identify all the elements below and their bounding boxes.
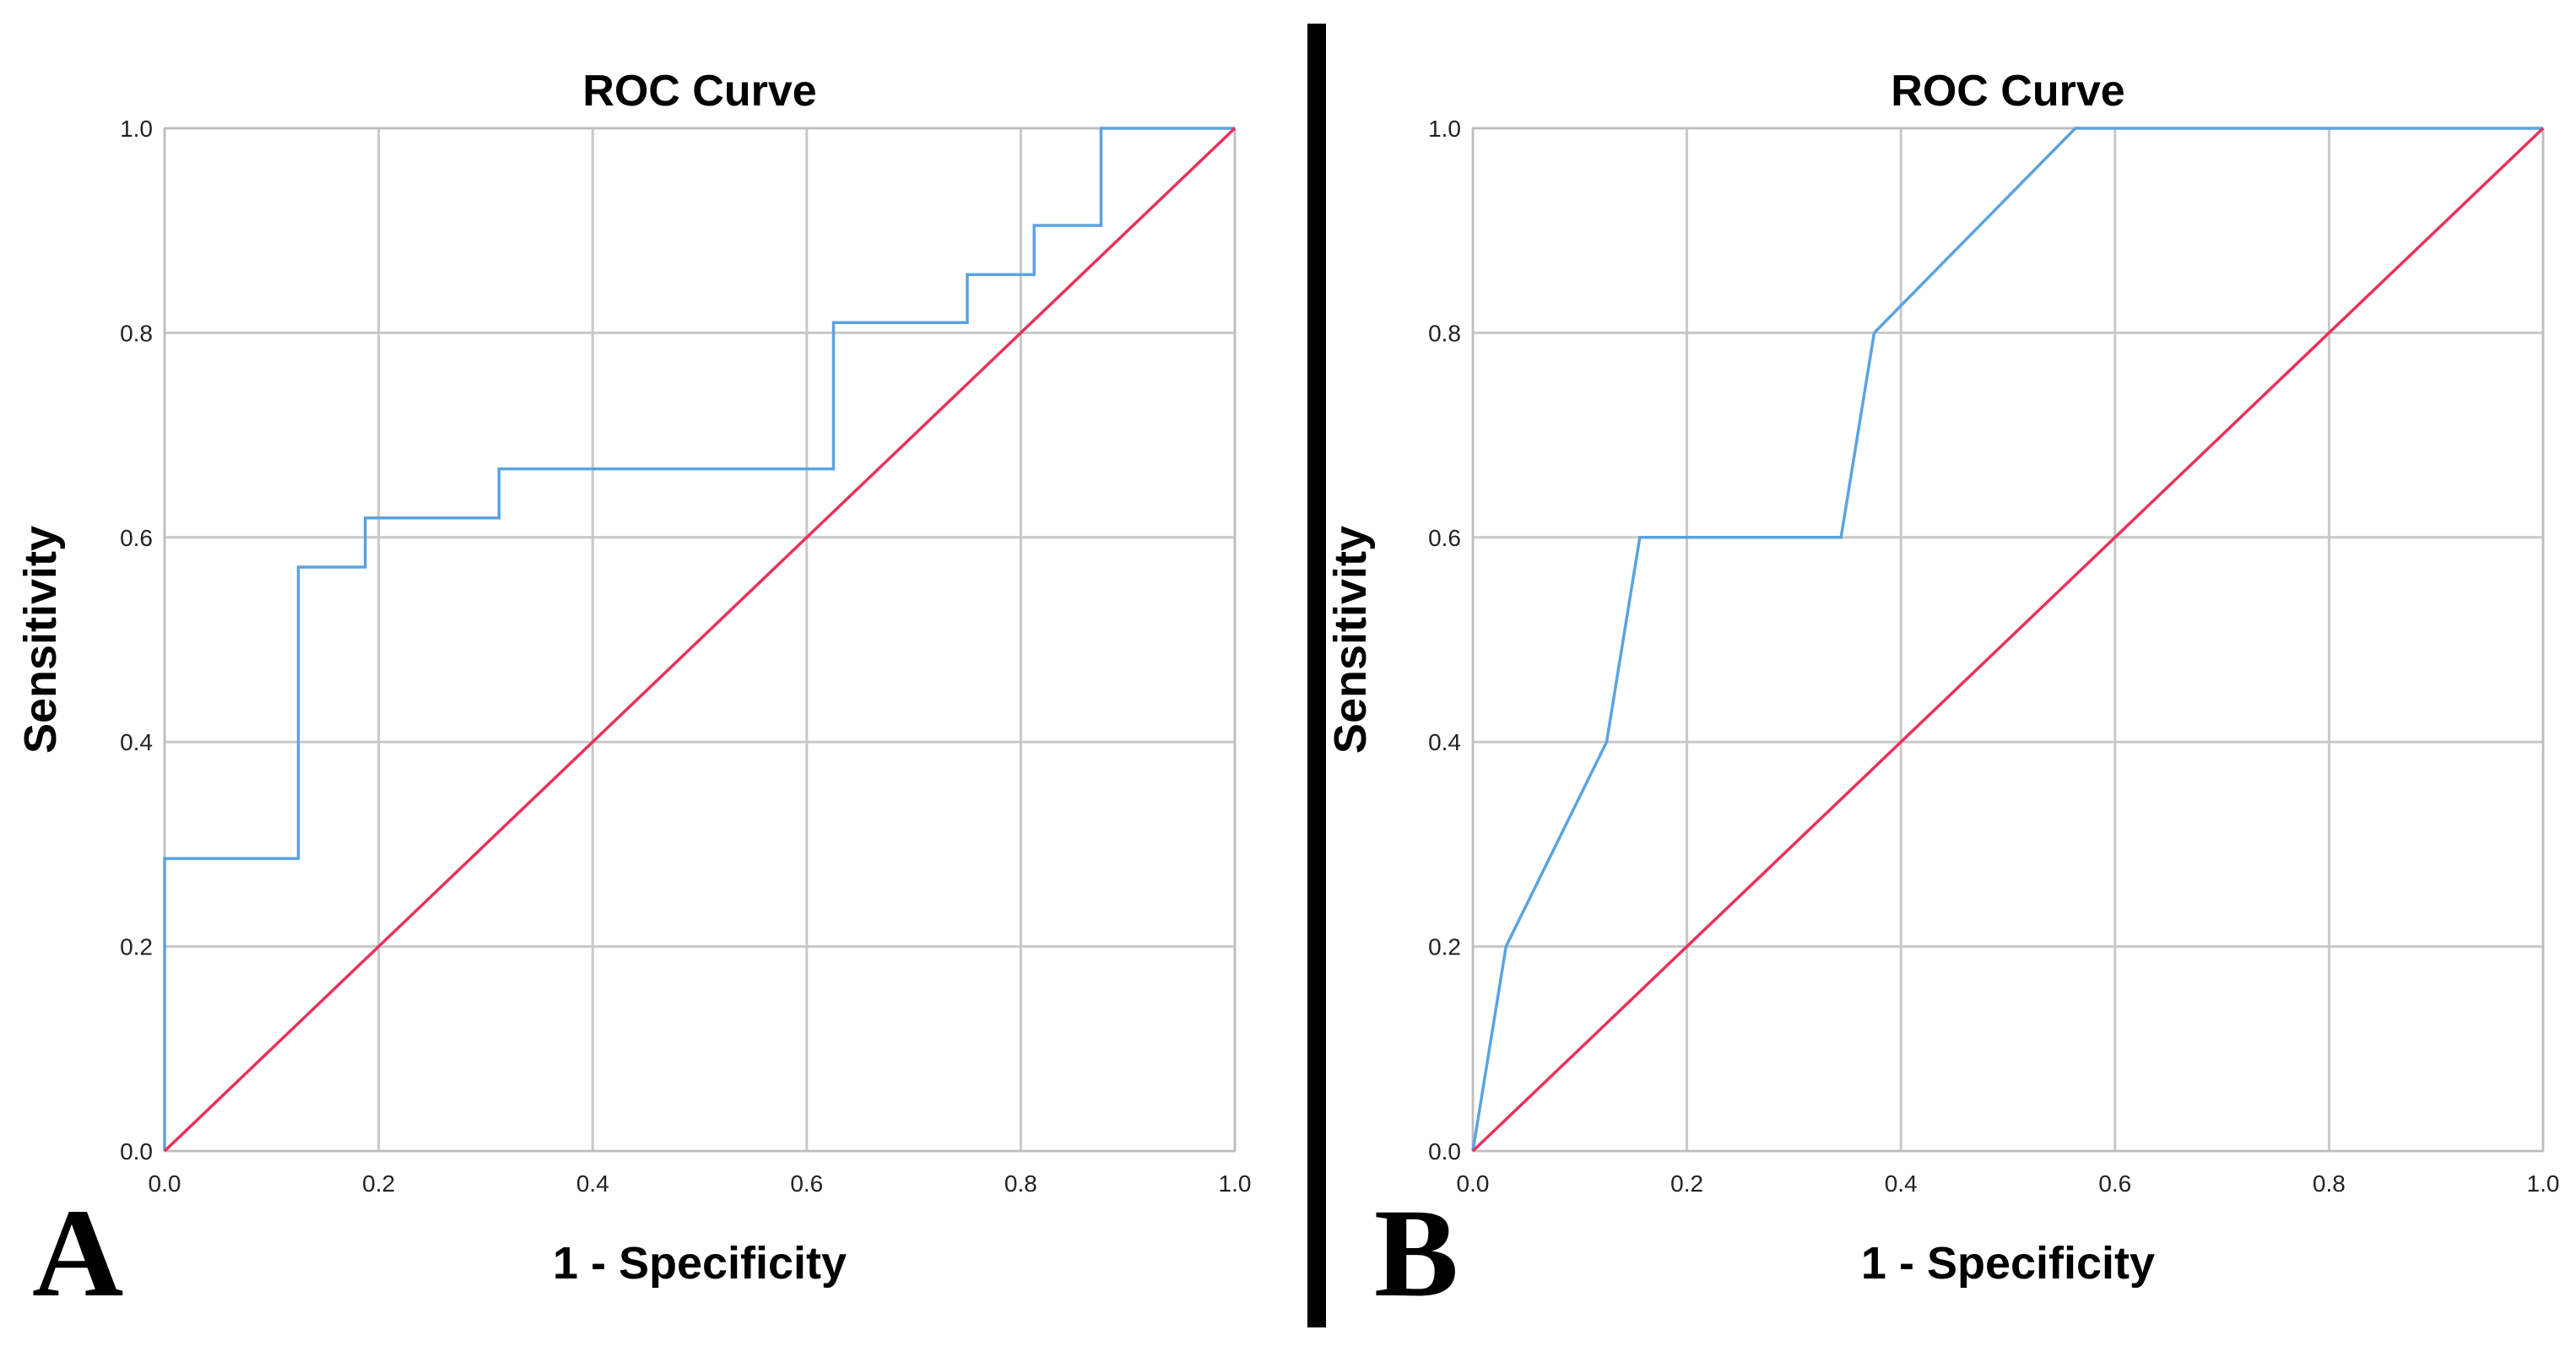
y-tick-label: 0.6 xyxy=(1428,525,1461,551)
x-tick-label: 0.2 xyxy=(362,1170,395,1197)
y-tick-label: 0.8 xyxy=(120,320,153,346)
panel-label-b: B xyxy=(1374,1183,1458,1323)
y-tick-label: 1.0 xyxy=(120,116,153,142)
y-tick-label: 0.4 xyxy=(120,729,153,755)
reference-diagonal-line xyxy=(163,127,1237,1153)
y-axis-label: Sensitivity xyxy=(15,526,66,754)
y-tick-label: 0.4 xyxy=(1428,729,1461,755)
x-tick-label: 0.0 xyxy=(1457,1170,1490,1197)
reference-diagonal-line xyxy=(1471,127,2545,1153)
x-tick-label: 0.6 xyxy=(2098,1170,2131,1197)
plot-frame xyxy=(1472,127,2544,1152)
x-tick-label: 0.8 xyxy=(2313,1170,2346,1197)
x-axis-label: 1 - Specificity xyxy=(1861,1238,2155,1289)
y-axis-label: Sensitivity xyxy=(1325,526,1376,754)
chart-title: ROC Curve xyxy=(582,67,816,116)
y-tick-label: 0.8 xyxy=(1428,320,1461,346)
y-tick-label: 1.0 xyxy=(1428,116,1461,142)
x-tick-label: 0.2 xyxy=(1670,1170,1703,1197)
y-tick-label: 0.0 xyxy=(120,1138,153,1165)
roc-curve-line xyxy=(1471,127,2543,1152)
panel-label-a: A xyxy=(32,1183,123,1323)
x-tick-label: 1.0 xyxy=(2527,1170,2560,1197)
x-axis-label: 1 - Specificity xyxy=(553,1238,847,1289)
x-tick-label: 0.0 xyxy=(149,1170,181,1197)
chart-title: ROC Curve xyxy=(1891,67,2124,116)
y-tick-label: 0.6 xyxy=(120,525,153,551)
x-tick-label: 0.6 xyxy=(790,1170,823,1197)
y-tick-label: 0.2 xyxy=(1428,934,1461,960)
x-tick-label: 1.0 xyxy=(1219,1170,1252,1197)
y-tick-label: 0.2 xyxy=(120,934,153,960)
x-tick-label: 0.4 xyxy=(1885,1170,1918,1197)
y-tick-label: 0.0 xyxy=(1428,1138,1461,1165)
x-tick-label: 0.4 xyxy=(576,1170,609,1197)
roc-curve-line xyxy=(163,127,1235,1151)
plot-frame xyxy=(164,127,1236,1152)
x-tick-label: 0.8 xyxy=(1004,1170,1037,1197)
panel-divider xyxy=(1307,24,1326,1327)
roc-panel-a: 0.0 0.2 0.4 0.6 0.8 1.0 0.0 0.2 0.4 0.6 0.8 1.0 ROC … xyxy=(15,67,1251,1323)
roc-panel-b: 0.0 0.2 0.4 0.6 0.8 1.0 0.0 0.2 0.4 0.6 0.8 1.0 ROC … xyxy=(1325,67,2559,1323)
